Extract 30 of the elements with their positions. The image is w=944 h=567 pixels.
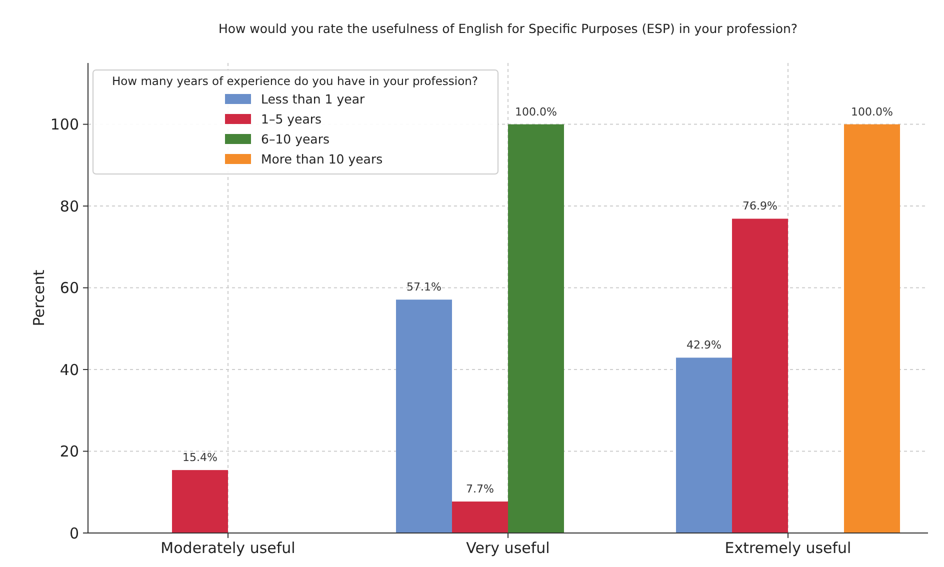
x-tick-label: Moderately useful [160, 539, 296, 557]
y-tick-label: 100 [50, 116, 79, 134]
bar [396, 300, 452, 533]
x-tick-label: Extremely useful [724, 539, 852, 557]
bar [676, 358, 732, 533]
legend-label: More than 10 years [261, 151, 383, 166]
y-tick-label: 20 [60, 442, 79, 461]
legend-label: Less than 1 year [261, 91, 366, 106]
x-tick-label: Very useful [466, 539, 550, 557]
legend-title: How many years of experience do you have in your profession? [112, 74, 478, 88]
data-label: 57.1% [406, 280, 442, 294]
y-axis-title: Percent [30, 270, 48, 326]
data-label: 42.9% [686, 338, 722, 352]
legend-label: 1–5 years [261, 111, 322, 126]
bar [844, 124, 900, 533]
y-tick-label: 40 [60, 360, 79, 379]
y-tick-label: 80 [60, 197, 79, 216]
bar [452, 502, 508, 533]
bar [732, 218, 788, 533]
data-label: 100.0% [515, 105, 557, 118]
data-label: 100.0% [851, 105, 893, 118]
chart-title: How would you rate the usefulness of English for Specific Purposes (ESP) in your profession? [218, 21, 798, 36]
data-label: 76.9% [742, 200, 778, 213]
legend-label: 6–10 years [261, 131, 330, 146]
y-tick-label: 60 [60, 279, 79, 298]
bar [172, 470, 228, 533]
data-label: 7.7% [466, 482, 494, 496]
bar [508, 124, 564, 533]
data-label: 15.4% [182, 451, 218, 464]
y-tick-label: 0 [69, 524, 79, 542]
